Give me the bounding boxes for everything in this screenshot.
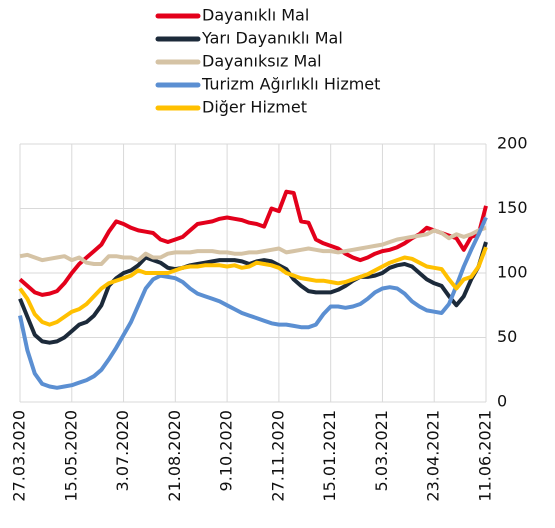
- y-tick-label: 50: [497, 327, 517, 346]
- x-tick-label: 3.07.2020: [113, 410, 132, 491]
- y-tick-label: 0: [497, 392, 507, 411]
- x-tick-label: 27.03.2020: [10, 410, 29, 502]
- x-tick-label: 15.01.2021: [320, 410, 339, 502]
- series-line: [18, 189, 488, 297]
- x-tick-label: 21.08.2020: [165, 410, 184, 502]
- legend-label: Diğer Hizmet: [202, 98, 307, 117]
- y-tick-label: 150: [497, 198, 528, 217]
- series-line: [18, 246, 488, 327]
- x-tick-label: 15.05.2020: [61, 410, 80, 502]
- legend-label: Dayanıklı Mal: [202, 6, 309, 25]
- x-tick-label: 9.10.2020: [217, 410, 236, 491]
- x-tick-label: 5.03.2021: [372, 410, 391, 491]
- x-tick-label: 11.06.2021: [476, 410, 495, 502]
- series-line: [18, 216, 488, 390]
- x-tick-label: 27.11.2020: [268, 410, 287, 502]
- legend-label: Yarı Dayanıklı Mal: [201, 29, 343, 48]
- legend-label: Dayanıksız Mal: [202, 52, 322, 71]
- y-tick-label: 200: [497, 134, 528, 153]
- series-line: [19, 225, 487, 266]
- x-tick-label: 23.04.2021: [424, 410, 443, 502]
- legend-label: Turizm Ağırlıklı Hizmet: [201, 75, 380, 94]
- y-tick-label: 100: [497, 263, 528, 282]
